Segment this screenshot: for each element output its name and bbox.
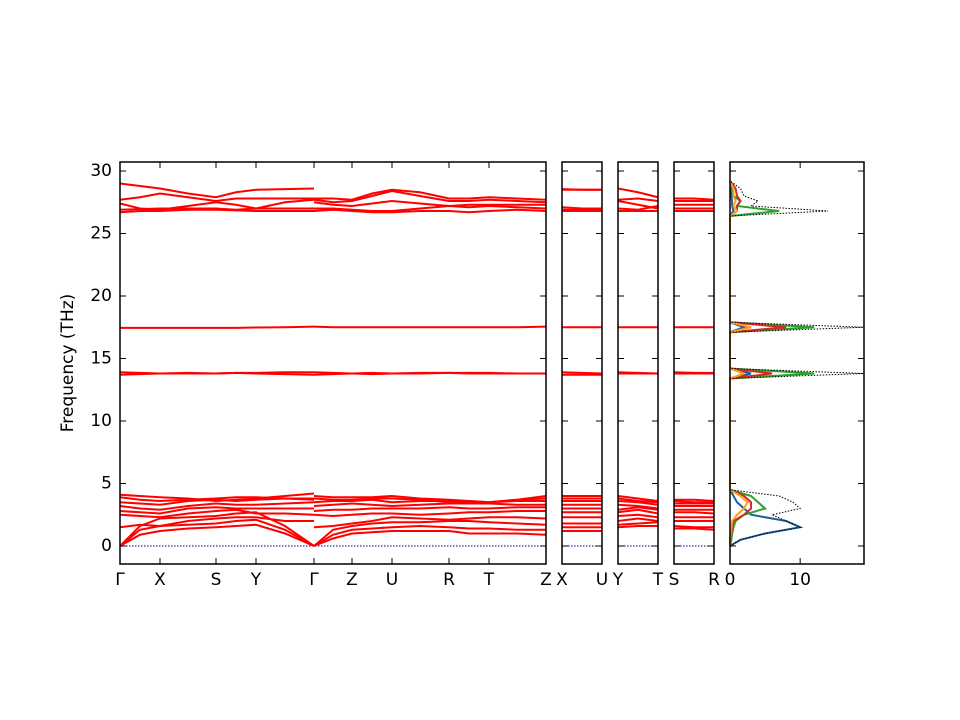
- band: [313, 502, 546, 508]
- dos-line: [729, 180, 815, 547]
- band: [617, 187, 659, 199]
- y-tick-label: 30: [90, 161, 112, 181]
- dos-line: [729, 180, 752, 546]
- band: [119, 511, 315, 547]
- y-axis-label: Frequency (THz): [58, 294, 78, 433]
- x-tick-label: X: [556, 570, 568, 590]
- band: [617, 197, 659, 202]
- band: [314, 188, 547, 201]
- band: [313, 516, 547, 529]
- band: [313, 325, 547, 329]
- x-tick-label: Y: [250, 570, 262, 590]
- x-tick-label: 10: [789, 570, 811, 590]
- y-tick-label: 5: [101, 474, 112, 494]
- x-tick-label: T: [483, 570, 495, 590]
- band: [561, 188, 602, 191]
- band: [313, 199, 546, 208]
- band: [119, 371, 315, 376]
- dos-line: [729, 180, 864, 547]
- y-tick-label: 20: [90, 286, 112, 306]
- x-tick-label: Γ: [115, 570, 125, 590]
- band: [617, 500, 659, 506]
- band: [617, 521, 659, 526]
- y-tick-label: 15: [90, 349, 112, 369]
- band: [119, 492, 315, 503]
- band: [119, 496, 314, 503]
- x-tick-label: S: [669, 570, 680, 590]
- band: [313, 524, 546, 547]
- band: [119, 506, 314, 515]
- x-tick-label: X: [154, 570, 166, 590]
- band: [313, 506, 546, 512]
- x-tick-label: Y: [612, 570, 624, 590]
- band: [617, 371, 659, 375]
- panel-frame: [561, 161, 603, 565]
- band: [119, 198, 315, 211]
- band: [674, 527, 715, 531]
- band: [313, 510, 546, 518]
- band: [119, 501, 315, 511]
- dos-line: [729, 180, 804, 547]
- x-tick-label: R: [443, 570, 455, 590]
- y-tick-label: 0: [101, 536, 112, 556]
- band: [119, 518, 315, 547]
- x-tick-label: Z: [540, 570, 552, 590]
- panel-frame: [617, 161, 659, 565]
- band: [561, 206, 602, 210]
- band: [561, 371, 603, 375]
- band: [313, 520, 547, 547]
- band: [313, 530, 547, 547]
- band: [674, 498, 715, 502]
- band: [313, 371, 546, 376]
- band: [313, 494, 547, 504]
- band: [673, 525, 714, 529]
- band: [119, 208, 314, 214]
- band: [673, 500, 714, 504]
- x-tick-label: Γ: [309, 570, 319, 590]
- band: [617, 513, 659, 519]
- band: [119, 182, 315, 199]
- x-tick-label: T: [652, 570, 664, 590]
- band: [617, 508, 659, 515]
- band: [617, 506, 659, 511]
- x-tick-label: R: [708, 570, 720, 590]
- panel-frame: [119, 161, 547, 565]
- x-tick-label: U: [386, 570, 398, 590]
- x-tick-label: Z: [346, 570, 358, 590]
- band: [617, 525, 658, 529]
- band: [673, 371, 714, 374]
- band: [119, 516, 314, 529]
- band: [674, 511, 715, 515]
- band: [674, 197, 715, 201]
- band: [617, 503, 659, 510]
- band: [120, 325, 315, 329]
- band: [617, 200, 659, 210]
- panel-frame: [729, 161, 865, 565]
- x-tick-label: U: [596, 570, 608, 590]
- y-tick-label: 10: [90, 411, 112, 431]
- band: [119, 508, 315, 519]
- band: [314, 204, 547, 212]
- panel-frame: [673, 161, 715, 565]
- y-tick-label: 25: [90, 224, 112, 244]
- band: [313, 208, 547, 214]
- band: [119, 523, 315, 547]
- band: [119, 192, 314, 203]
- band: [617, 517, 659, 522]
- band: [313, 189, 547, 204]
- band: [617, 495, 659, 502]
- x-tick-label: 0: [725, 570, 736, 590]
- dos-line: [729, 180, 787, 546]
- x-tick-label: S: [211, 570, 222, 590]
- band: [617, 497, 659, 504]
